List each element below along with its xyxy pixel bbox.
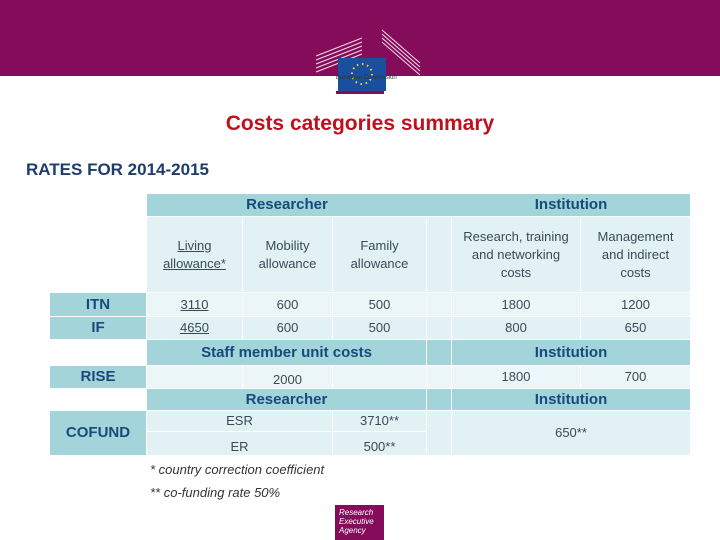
itn-mobility: 600 (243, 293, 332, 316)
rise-gap (427, 366, 451, 388)
row-label-if: IF (50, 317, 146, 339)
header-gap-2 (427, 340, 451, 365)
header-researcher-2: Researcher (147, 389, 426, 410)
rise-blank-2 (333, 366, 426, 388)
cofund-esr-label: ESR (147, 411, 332, 431)
itn-research: 1800 (452, 293, 580, 316)
page-subtitle: RATES FOR 2014-2015 (26, 160, 209, 179)
header-researcher: Researcher (147, 194, 427, 216)
col-living-allowance[interactable]: Living allowance* (147, 217, 242, 292)
itn-management: 1200 (581, 293, 690, 316)
footnote-1: * country correction coefficient (150, 462, 325, 477)
if-research: 800 (452, 317, 580, 339)
header-staff-unit-costs: Staff member unit costs (147, 340, 426, 365)
cofund-er-label: ER (147, 432, 332, 455)
header-institution-2: Institution (452, 340, 690, 365)
rea-logo: Research Executive Agency (335, 505, 384, 540)
logo-text: European Commission (336, 75, 397, 81)
cofund-institution: 650** (452, 411, 690, 455)
col-family-allowance: Family allowance (333, 217, 426, 292)
itn-living[interactable]: 3110 (147, 293, 242, 316)
col-research-training: Research, training and networking costs (452, 217, 580, 292)
rise-staff: 2000 (243, 366, 332, 388)
if-gap (427, 317, 451, 339)
rise-blank-1 (147, 366, 242, 388)
if-management: 650 (581, 317, 690, 339)
if-mobility: 600 (243, 317, 332, 339)
cofund-esr-value: 3710** (333, 411, 426, 431)
if-living[interactable]: 4650 (147, 317, 242, 339)
footnote-2: ** co-funding rate 50% (150, 485, 281, 500)
if-family: 500 (333, 317, 426, 339)
row-label-cofund: COFUND (50, 411, 146, 455)
european-commission-logo: European Commission (312, 18, 432, 98)
rise-inst-1: 1800 (452, 366, 580, 388)
header-gap-3 (427, 389, 451, 410)
col-gap (427, 217, 451, 292)
cofund-er-value: 500** (333, 432, 426, 455)
rise-inst-2: 700 (581, 366, 690, 388)
col-management-indirect: Management and indirect costs (581, 217, 690, 292)
itn-gap (427, 293, 451, 316)
logo-underline (336, 91, 384, 94)
header-institution: Institution (452, 194, 690, 216)
itn-family: 500 (333, 293, 426, 316)
header-institution-3: Institution (452, 389, 690, 410)
row-label-rise: RISE (50, 366, 146, 388)
col-mobility-allowance: Mobility allowance (243, 217, 332, 292)
page-title: Costs categories summary (225, 112, 495, 135)
header-gap (427, 194, 452, 216)
cofund-gap (427, 411, 451, 455)
row-label-itn: ITN (50, 293, 146, 316)
